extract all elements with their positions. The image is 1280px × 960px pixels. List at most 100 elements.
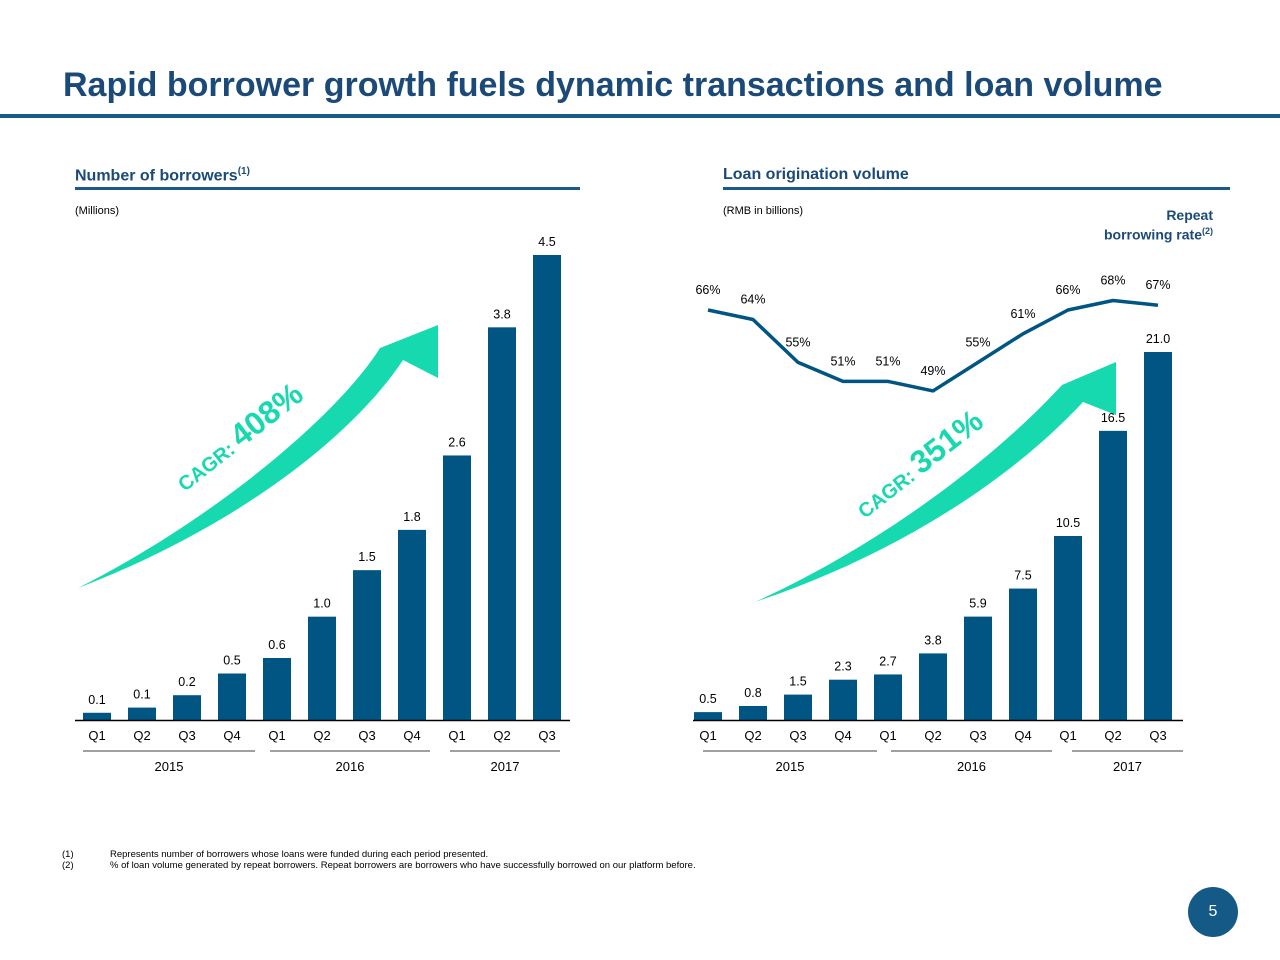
bar-value-label: 3.8 (924, 633, 941, 647)
bar (533, 255, 561, 720)
bar (784, 694, 812, 720)
bar (694, 712, 722, 720)
bar (218, 673, 246, 720)
bar (829, 679, 857, 720)
bar (1099, 430, 1127, 720)
cagr-label: CAGR: 408% (167, 375, 310, 498)
bar (83, 712, 111, 720)
repeat-rate-label: 66% (1055, 283, 1080, 297)
loan-chart-title: Loan origination volume (723, 166, 909, 183)
year-label: 2016 (336, 759, 365, 774)
category-label: Q3 (789, 728, 806, 743)
repeat-rate-label: 49% (920, 364, 945, 378)
bar-value-label: 0.2 (178, 675, 195, 689)
footnote-1: (1) Represents number of borrowers whose … (62, 849, 489, 860)
category-label: Q4 (1014, 728, 1031, 743)
category-label: Q4 (223, 728, 240, 743)
bar-value-label: 2.7 (879, 654, 896, 668)
growth-arrow (755, 362, 1116, 602)
category-label: Q2 (924, 728, 941, 743)
cagr-label: CAGR: 351% (847, 402, 990, 525)
category-label: Q3 (358, 728, 375, 743)
bar-value-label: 7.5 (1014, 569, 1031, 583)
category-label: Q2 (133, 728, 150, 743)
bar-value-label: 0.8 (744, 686, 761, 700)
year-label: 2016 (957, 759, 986, 774)
category-label: Q2 (1104, 728, 1121, 743)
repeat-rate-label: 51% (875, 354, 900, 368)
bar (263, 658, 291, 720)
page-number: 5 (1188, 887, 1238, 937)
repeat-rate-label: 61% (1010, 307, 1035, 321)
bar (443, 455, 471, 720)
year-label: 2017 (491, 759, 520, 774)
bar (1054, 536, 1082, 720)
year-label: 2017 (1113, 759, 1142, 774)
repeat-rate-label: 55% (785, 335, 810, 349)
bar (128, 707, 156, 720)
repeat-rate-label: 51% (830, 354, 855, 368)
category-label: Q3 (1149, 728, 1166, 743)
bar-value-label: 3.8 (493, 307, 510, 321)
growth-arrow (78, 325, 438, 588)
bar-value-label: 0.1 (88, 693, 105, 707)
bar-value-label: 1.5 (358, 550, 375, 564)
borrowers-title-rule (75, 187, 580, 190)
bar-value-label: 1.8 (403, 510, 420, 524)
bar (353, 570, 381, 720)
bar-value-label: 0.6 (268, 638, 285, 652)
title-divider (0, 114, 1280, 118)
bar (739, 705, 767, 720)
bar-value-label: 0.5 (223, 654, 240, 668)
borrowers-unit-label: (Millions) (75, 205, 119, 217)
page-title: Rapid borrower growth fuels dynamic tran… (63, 66, 1163, 104)
loan-title-rule (723, 187, 1230, 190)
bar-value-label: 0.1 (133, 688, 150, 702)
category-label: Q2 (744, 728, 761, 743)
category-label: Q1 (1059, 728, 1076, 743)
bar (919, 653, 947, 720)
year-label: 2015 (776, 759, 805, 774)
bar (964, 616, 992, 720)
bar-value-label: 2.3 (834, 660, 851, 674)
year-label: 2015 (155, 759, 184, 774)
category-label: Q4 (834, 728, 851, 743)
footnote-2: (2)% of loan volume generated by repeat … (62, 860, 696, 871)
category-label: Q1 (268, 728, 285, 743)
category-label: Q1 (879, 728, 896, 743)
category-label: Q3 (178, 728, 195, 743)
bar (1144, 352, 1172, 720)
category-label: Q4 (403, 728, 420, 743)
repeat-rate-label: 68% (1100, 273, 1125, 287)
category-label: Q1 (88, 728, 105, 743)
bar-value-label: 1.5 (789, 675, 806, 689)
bar (488, 327, 516, 720)
bar-value-label: 5.9 (969, 597, 986, 611)
repeat-rate-legend: Repeat borrowing rate(2) (1103, 207, 1213, 243)
bar-value-label: 16.5 (1101, 411, 1125, 425)
category-label: Q3 (538, 728, 555, 743)
loan-unit-label: (RMB in billions) (723, 205, 804, 217)
bar (308, 616, 336, 720)
repeat-rate-label: 64% (740, 293, 765, 307)
bar-value-label: 2.6 (448, 435, 465, 449)
bar-value-label: 21.0 (1146, 332, 1170, 346)
category-label: Q1 (699, 728, 716, 743)
bar-value-label: 4.5 (538, 235, 555, 249)
bar (173, 695, 201, 720)
bar (874, 674, 902, 720)
category-label: Q2 (313, 728, 330, 743)
bar-value-label: 0.5 (699, 692, 716, 706)
category-label: Q3 (969, 728, 986, 743)
repeat-rate-label: 66% (695, 283, 720, 297)
repeat-rate-label: 67% (1145, 278, 1170, 292)
bar (398, 529, 426, 720)
bar-value-label: 10.5 (1056, 516, 1080, 530)
bar (1009, 588, 1037, 720)
category-label: Q1 (448, 728, 465, 743)
borrowers-chart-title: Number of borrowers(1) (75, 166, 250, 185)
repeat-rate-line (707, 298, 1159, 393)
category-label: Q2 (493, 728, 510, 743)
repeat-rate-label: 55% (965, 335, 990, 349)
